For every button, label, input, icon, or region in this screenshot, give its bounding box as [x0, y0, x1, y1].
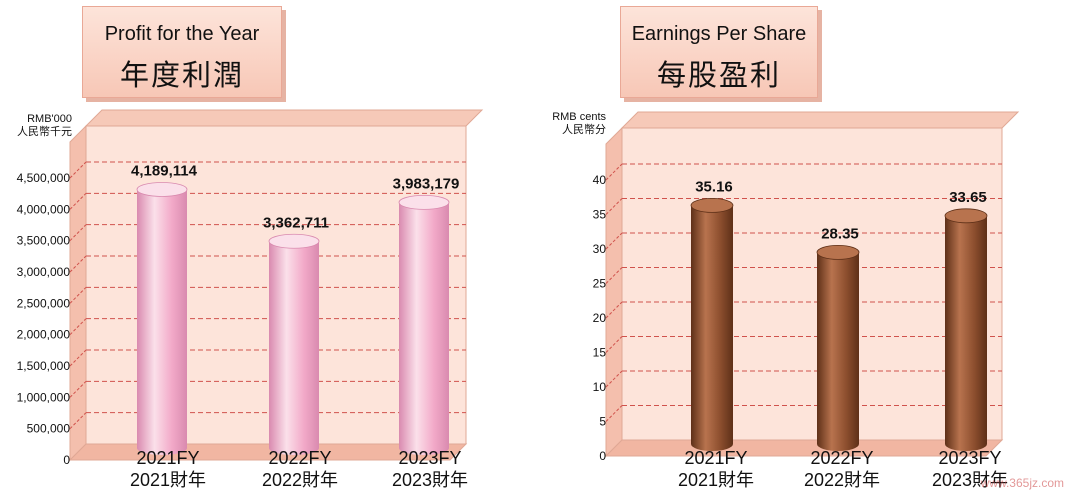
plot-left-wall	[69, 124, 87, 462]
plot-left-wall	[605, 126, 623, 458]
profit-chart: 0 500,000 1,000,000 1,500,000 2,000,000 2,500…	[17, 109, 484, 490]
bar-2021FY	[137, 189, 187, 456]
x-category-label-zh: 2021財年	[678, 470, 754, 490]
y-tick-label: 3,000,000	[17, 265, 71, 279]
gridline-side	[69, 380, 87, 398]
data-label: 33.65	[949, 189, 987, 206]
profit-unit-en: RMB'000	[27, 113, 72, 125]
watermark: www.365jz.com	[980, 476, 1064, 490]
y-tick-label: 2,000,000	[17, 328, 71, 342]
data-label: 3,983,179	[393, 175, 460, 192]
eps-title: Earnings Per Share	[631, 23, 807, 45]
y-tick-label: 1,000,000	[17, 390, 71, 404]
y-tick-label: 30	[593, 242, 607, 256]
y-tick-label: 0	[63, 453, 70, 467]
x-category-label-zh: 2023財年	[392, 470, 468, 490]
bar-top-2022FY	[816, 244, 860, 260]
profit-unit-zh: 人民幣千元	[17, 126, 72, 138]
profit-title: Profit for the Year	[104, 23, 260, 45]
gridline-side	[605, 405, 623, 422]
bar-top-2021FY	[690, 197, 734, 213]
data-label: 4,189,114	[131, 162, 198, 179]
x-category-label: 2022FY	[810, 448, 873, 468]
gridline-side	[69, 286, 87, 304]
x-category-label-zh: 2021財年	[130, 470, 206, 490]
bar-2023FY	[945, 215, 987, 451]
eps-unit-zh: 人民幣分	[562, 124, 606, 136]
x-category-label: 2021FY	[136, 448, 199, 468]
eps-panel: Earnings Per Share 每股盈利 RMB cents 人民幣分 0…	[540, 0, 1080, 498]
gridline-side	[69, 161, 87, 179]
y-tick-label: 3,500,000	[17, 234, 71, 248]
gridline-side	[69, 318, 87, 336]
y-tick-label: 40	[593, 173, 607, 187]
y-tick-label: 25	[593, 277, 607, 291]
plot-top-face	[620, 111, 1020, 129]
gridline-side	[69, 224, 87, 242]
eps-title-box: Earnings Per Share 每股盈利	[620, 6, 818, 98]
gridline-side	[605, 301, 623, 319]
eps-unit-label: RMB cents 人民幣分	[540, 111, 606, 137]
eps-unit-en: RMB cents	[552, 111, 606, 123]
y-tick-label: 2,500,000	[17, 296, 71, 310]
y-tick-label: 35	[593, 208, 607, 222]
y-tick-label: 20	[593, 311, 607, 325]
plot-top-face	[84, 109, 484, 127]
bar-top-2023FY	[398, 194, 450, 210]
profit-title-box: Profit for the Year 年度利潤	[82, 6, 282, 98]
profit-unit-label: RMB'000 人民幣千元	[0, 113, 72, 139]
gridline-side	[605, 336, 623, 353]
gridline-side	[69, 349, 87, 367]
gridline-side	[69, 412, 87, 430]
data-label: 28.35	[821, 225, 859, 242]
x-category-label-zh: 2022財年	[262, 470, 338, 490]
bar-top-2022FY	[268, 233, 320, 249]
y-tick-label: 15	[593, 346, 607, 360]
gridline-side	[605, 198, 623, 215]
data-label: 35.16	[695, 178, 733, 195]
x-category-label-zh: 2023財年	[932, 470, 1008, 490]
bar-2022FY	[269, 241, 319, 455]
gridline-side	[605, 163, 623, 181]
gridline-side	[69, 255, 87, 273]
profit-panel: Profit for the Year 年度利潤 RMB'000 人民幣千元 0…	[0, 6, 484, 490]
y-tick-label: 4,000,000	[17, 202, 71, 216]
bar-top-2023FY	[944, 208, 988, 224]
y-tick-label: 1,500,000	[17, 359, 71, 373]
gridline-side	[69, 192, 87, 210]
bar-2022FY	[817, 252, 859, 451]
x-category-label: 2023FY	[938, 448, 1001, 468]
bar-2021FY	[691, 205, 733, 451]
y-tick-label: 500,000	[27, 422, 71, 436]
bar-2023FY	[399, 202, 449, 455]
gridline-side	[605, 232, 623, 250]
x-category-label: 2023FY	[398, 448, 461, 468]
bar-top-2021FY	[136, 182, 188, 197]
y-tick-label: 10	[593, 380, 607, 394]
eps-subtitle: 每股盈利	[656, 60, 781, 92]
gridline-side	[605, 370, 623, 388]
y-tick-label: 4,500,000	[17, 171, 71, 185]
x-category-label: 2022FY	[268, 448, 331, 468]
y-tick-label: 5	[599, 415, 606, 429]
x-category-label: 2021FY	[684, 448, 747, 468]
profit-subtitle: 年度利潤	[119, 60, 244, 92]
data-label: 3,362,711	[263, 214, 329, 231]
plot-back-wall	[621, 127, 1003, 441]
x-category-label-zh: 2022財年	[804, 470, 880, 490]
gridline-side	[605, 267, 623, 284]
y-tick-label: 0	[599, 449, 606, 463]
